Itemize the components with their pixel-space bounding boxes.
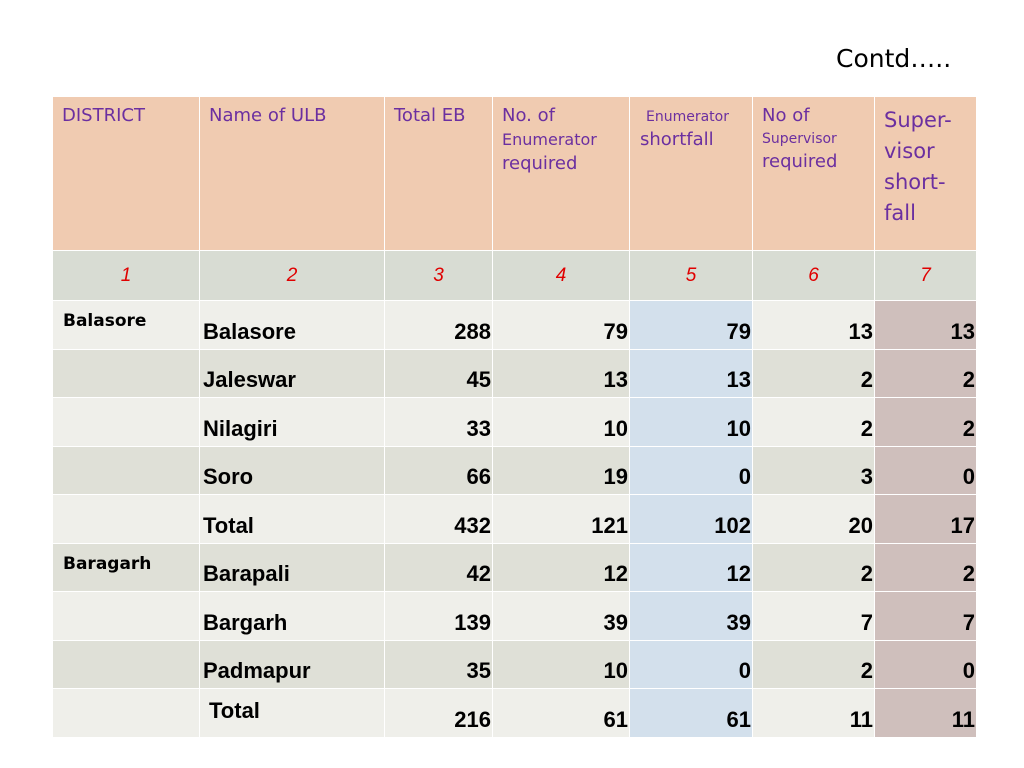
header-district: DISTRICT bbox=[52, 96, 200, 251]
supervisor-shortfall-cell: 2 bbox=[874, 397, 977, 447]
column-number-row: 1 2 3 4 5 6 7 bbox=[52, 250, 977, 301]
total-eb-cell: 35 bbox=[384, 639, 493, 689]
ulb-name-cell: Padmapur bbox=[199, 639, 385, 689]
supervisor-required-cell: 7 bbox=[752, 591, 875, 641]
supervisor-shortfall-cell: 7 bbox=[874, 591, 977, 641]
supervisor-required-cell: 2 bbox=[752, 397, 875, 447]
header-enumerator-required: No. of Enumerator required bbox=[492, 96, 630, 251]
column-number: 7 bbox=[874, 250, 977, 301]
district-cell bbox=[52, 397, 200, 447]
ulb-name-cell: Total bbox=[199, 688, 385, 738]
supervisor-required-cell: 2 bbox=[752, 639, 875, 689]
district-cell bbox=[52, 494, 200, 544]
enumerator-required-cell: 79 bbox=[492, 300, 630, 350]
enumerator-shortfall-cell: 61 bbox=[629, 688, 753, 738]
contd-note: Contd….. bbox=[836, 44, 952, 73]
enumerator-required-cell: 61 bbox=[492, 688, 630, 738]
column-number: 6 bbox=[752, 250, 875, 301]
supervisor-shortfall-cell: 0 bbox=[874, 445, 977, 495]
column-number: 2 bbox=[199, 250, 385, 301]
district-cell: Balasore bbox=[52, 300, 200, 350]
header-supervisor-shortfall: Super- visor short- fall bbox=[874, 96, 977, 251]
enumerator-shortfall-cell: 102 bbox=[629, 494, 753, 544]
supervisor-shortfall-cell: 13 bbox=[874, 300, 977, 350]
ulb-name-cell: Barapali bbox=[199, 542, 385, 592]
supervisor-shortfall-cell: 17 bbox=[874, 494, 977, 544]
total-eb-cell: 216 bbox=[384, 688, 493, 738]
table-row: Total 432 121 102 20 17 bbox=[52, 494, 977, 544]
ulb-name-cell: Bargarh bbox=[199, 591, 385, 641]
supervisor-required-cell: 11 bbox=[752, 688, 875, 738]
ulb-name-cell: Total bbox=[199, 494, 385, 544]
table-row: Jaleswar 45 13 13 2 2 bbox=[52, 348, 977, 398]
district-cell bbox=[52, 591, 200, 641]
total-eb-cell: 66 bbox=[384, 445, 493, 495]
enumerator-required-cell: 10 bbox=[492, 639, 630, 689]
enumerator-required-cell: 39 bbox=[492, 591, 630, 641]
column-number: 5 bbox=[629, 250, 753, 301]
district-cell: Baragarh bbox=[52, 542, 200, 592]
total-eb-cell: 42 bbox=[384, 542, 493, 592]
header-enumerator-shortfall: Enumerator shortfall bbox=[629, 96, 753, 251]
column-number: 3 bbox=[384, 250, 493, 301]
enumerator-shortfall-cell: 10 bbox=[629, 397, 753, 447]
district-cell bbox=[52, 688, 200, 738]
supervisor-shortfall-cell: 0 bbox=[874, 639, 977, 689]
enumerator-required-cell: 121 bbox=[492, 494, 630, 544]
ulb-name-cell: Jaleswar bbox=[199, 348, 385, 398]
total-eb-cell: 432 bbox=[384, 494, 493, 544]
header-row: DISTRICT Name of ULB Total EB No. of Enu… bbox=[52, 96, 977, 251]
supervisor-shortfall-cell: 11 bbox=[874, 688, 977, 738]
district-cell bbox=[52, 348, 200, 398]
total-eb-cell: 139 bbox=[384, 591, 493, 641]
enumerator-shortfall-cell: 12 bbox=[629, 542, 753, 592]
total-eb-cell: 33 bbox=[384, 397, 493, 447]
header-supervisor-required: No of Supervisor required bbox=[752, 96, 875, 251]
table-row: Soro 66 19 0 3 0 bbox=[52, 445, 977, 495]
total-eb-cell: 45 bbox=[384, 348, 493, 398]
supervisor-required-cell: 13 bbox=[752, 300, 875, 350]
supervisor-required-cell: 2 bbox=[752, 348, 875, 398]
table-row: Bargarh 139 39 39 7 7 bbox=[52, 591, 977, 641]
enumerator-shortfall-cell: 79 bbox=[629, 300, 753, 350]
enumerator-required-cell: 12 bbox=[492, 542, 630, 592]
enumerator-shortfall-cell: 13 bbox=[629, 348, 753, 398]
supervisor-required-cell: 2 bbox=[752, 542, 875, 592]
column-number: 4 bbox=[492, 250, 630, 301]
enumerator-shortfall-cell: 39 bbox=[629, 591, 753, 641]
supervisor-shortfall-cell: 2 bbox=[874, 542, 977, 592]
table-row: Balasore Balasore 288 79 79 13 13 bbox=[52, 300, 977, 350]
ulb-shortfall-table: DISTRICT Name of ULB Total EB No. of Enu… bbox=[52, 96, 977, 738]
district-cell bbox=[52, 445, 200, 495]
supervisor-required-cell: 3 bbox=[752, 445, 875, 495]
supervisor-required-cell: 20 bbox=[752, 494, 875, 544]
table-row: Nilagiri 33 10 10 2 2 bbox=[52, 397, 977, 447]
enumerator-shortfall-cell: 0 bbox=[629, 445, 753, 495]
header-ulb: Name of ULB bbox=[199, 96, 385, 251]
enumerator-required-cell: 10 bbox=[492, 397, 630, 447]
enumerator-required-cell: 19 bbox=[492, 445, 630, 495]
enumerator-shortfall-cell: 0 bbox=[629, 639, 753, 689]
ulb-name-cell: Soro bbox=[199, 445, 385, 495]
column-number: 1 bbox=[52, 250, 200, 301]
table-row: Padmapur 35 10 0 2 0 bbox=[52, 639, 977, 689]
district-cell bbox=[52, 639, 200, 689]
ulb-name-cell: Balasore bbox=[199, 300, 385, 350]
ulb-name-cell: Nilagiri bbox=[199, 397, 385, 447]
table-row: Total 216 61 61 11 11 bbox=[52, 688, 977, 738]
table-row: Baragarh Barapali 42 12 12 2 2 bbox=[52, 542, 977, 592]
total-eb-cell: 288 bbox=[384, 300, 493, 350]
enumerator-required-cell: 13 bbox=[492, 348, 630, 398]
header-total-eb: Total EB bbox=[384, 96, 493, 251]
supervisor-shortfall-cell: 2 bbox=[874, 348, 977, 398]
